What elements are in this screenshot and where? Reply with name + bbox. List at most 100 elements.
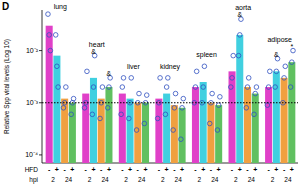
x-row-label: + xyxy=(201,166,205,173)
y-axis-title: Relative Spp viral levels (Log 10) xyxy=(3,39,11,134)
bar xyxy=(192,87,199,163)
data-point xyxy=(290,60,295,65)
bar xyxy=(288,62,295,163)
bar xyxy=(236,35,243,163)
data-point xyxy=(71,96,76,101)
x-row-label: - xyxy=(100,166,103,173)
data-point xyxy=(134,128,139,133)
x-row-label: + xyxy=(290,166,294,173)
data-point xyxy=(230,76,235,81)
x-row-label: - xyxy=(231,166,234,173)
data-point xyxy=(266,85,271,90)
x-row-label: 24 xyxy=(175,176,183,183)
x-row-label: - xyxy=(63,166,66,173)
x-row-label: 24 xyxy=(284,176,292,183)
x-row-label: 2 xyxy=(198,176,202,183)
y-tick xyxy=(39,50,42,51)
data-point xyxy=(69,112,74,117)
data-point xyxy=(231,53,236,58)
data-point xyxy=(120,85,125,90)
data-point xyxy=(163,112,168,117)
x-row-label: + xyxy=(165,166,169,173)
bar xyxy=(127,99,134,163)
annotation: * xyxy=(290,43,293,50)
bar xyxy=(163,94,170,163)
bar xyxy=(171,105,178,163)
panel-label: D xyxy=(2,1,9,12)
data-point xyxy=(254,85,259,90)
x-row-label: 2 xyxy=(161,176,165,183)
data-point xyxy=(180,106,185,111)
x-row-label: 24 xyxy=(65,176,73,183)
data-point xyxy=(91,85,96,90)
data-point xyxy=(144,93,149,98)
bar xyxy=(200,82,207,163)
category-label: aorta xyxy=(235,4,251,11)
category-label: liver xyxy=(127,63,141,70)
data-point xyxy=(155,116,160,121)
data-point xyxy=(236,53,241,58)
x-row-label: - xyxy=(246,166,249,173)
data-point xyxy=(82,106,87,111)
data-point xyxy=(237,33,242,38)
bar xyxy=(265,87,272,163)
data-point xyxy=(244,106,249,111)
y-axis xyxy=(42,10,43,163)
data-point xyxy=(47,33,52,38)
annotation: & xyxy=(107,70,112,77)
bar xyxy=(155,99,162,163)
x-row-label: - xyxy=(158,166,161,173)
category-label: heart xyxy=(89,41,105,48)
data-point xyxy=(172,106,177,111)
annotation: & xyxy=(237,11,242,18)
data-point xyxy=(61,106,66,111)
data-point xyxy=(265,103,270,108)
x-row-label: 24 xyxy=(248,176,256,183)
data-point xyxy=(282,76,287,81)
bar xyxy=(98,99,105,163)
data-point xyxy=(137,91,142,96)
bar xyxy=(215,105,222,163)
x-row-label: - xyxy=(173,166,176,173)
bar xyxy=(119,94,126,163)
data-point xyxy=(245,85,250,90)
x-row-label: 24 xyxy=(138,176,146,183)
x-row-title: HFD xyxy=(25,166,39,173)
category-label: spleen xyxy=(196,51,217,59)
bar xyxy=(90,78,97,163)
x-row-label: + xyxy=(253,166,257,173)
data-point xyxy=(121,76,126,81)
x-row-label: - xyxy=(85,166,88,173)
x-row-label: + xyxy=(55,166,59,173)
x-row-label: + xyxy=(180,166,184,173)
data-point xyxy=(193,85,198,90)
data-point xyxy=(283,64,288,69)
y-tick xyxy=(39,102,42,103)
data-point xyxy=(105,106,110,111)
annotation: & xyxy=(91,48,96,55)
x-row-label: - xyxy=(210,166,213,173)
x-row-label: + xyxy=(128,166,132,173)
data-point xyxy=(158,76,163,81)
bar xyxy=(82,94,89,163)
data-point xyxy=(127,116,132,121)
x-row-label: + xyxy=(143,166,147,173)
x-row-label: - xyxy=(48,166,51,173)
data-point xyxy=(246,76,251,81)
bar xyxy=(244,87,251,163)
x-row-label: 2 xyxy=(88,176,92,183)
data-point xyxy=(129,76,134,81)
data-point xyxy=(216,103,221,108)
bar xyxy=(229,71,236,163)
data-point xyxy=(179,137,184,142)
x-row-label: 2 xyxy=(51,176,55,183)
x-row-label: 2 xyxy=(271,176,275,183)
data-point xyxy=(201,85,206,90)
category-label: adipose xyxy=(267,36,292,44)
data-point xyxy=(164,85,169,90)
bar xyxy=(207,103,214,163)
data-point xyxy=(181,96,186,101)
bar xyxy=(252,94,259,163)
x-row-label: + xyxy=(217,166,221,173)
data-point xyxy=(215,128,220,133)
